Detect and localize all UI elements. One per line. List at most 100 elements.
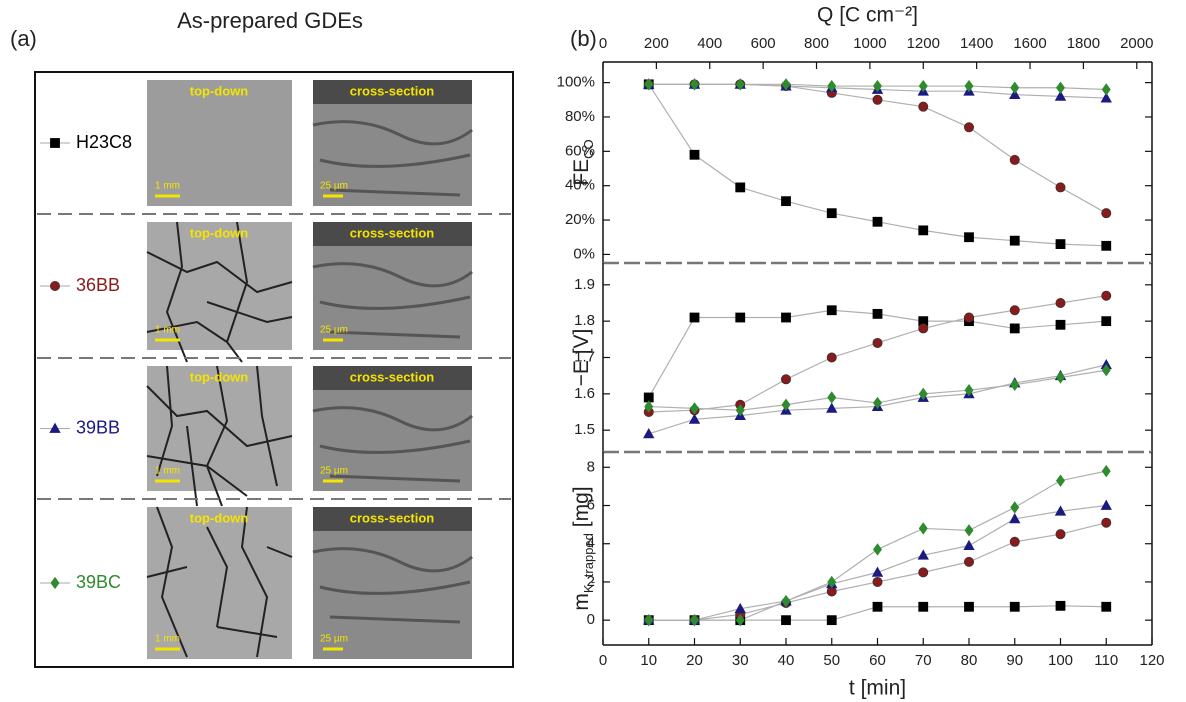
marker	[918, 601, 929, 612]
marker	[872, 308, 883, 319]
marker	[827, 575, 837, 589]
texture	[312, 406, 473, 483]
scale-label: 25 µm	[320, 466, 348, 477]
marker	[1100, 499, 1112, 510]
marker	[689, 312, 700, 323]
y-tick-label: 0%	[573, 245, 595, 262]
marker	[644, 78, 654, 91]
marker	[918, 79, 928, 93]
marker	[1009, 305, 1020, 316]
image-label: cross-section	[350, 369, 435, 384]
legend-marker	[50, 576, 60, 590]
image-label: top-down	[190, 510, 249, 525]
y-axis-label-suffix: [mg]	[570, 486, 593, 533]
marker	[1009, 536, 1020, 547]
marker	[1101, 517, 1112, 528]
marker	[1055, 529, 1066, 540]
top-down-image	[147, 80, 292, 206]
marker	[964, 122, 975, 133]
image-label: cross-section	[350, 83, 435, 98]
marker	[1056, 81, 1065, 94]
panel-title: As-prepared GDEs	[177, 8, 363, 33]
marker	[1009, 323, 1020, 334]
marker	[1009, 601, 1020, 612]
marker	[1056, 371, 1065, 384]
marker	[735, 312, 746, 323]
marker	[918, 567, 929, 578]
marker	[781, 615, 791, 626]
marker	[1009, 88, 1021, 100]
scale-label: 1 mm	[155, 634, 180, 645]
marker	[1055, 297, 1066, 308]
x-axis-label: t [min]	[849, 677, 906, 700]
scale-label: 1 mm	[155, 181, 180, 192]
marker	[1055, 319, 1066, 330]
marker	[918, 387, 928, 401]
x-tick-label: 10	[640, 652, 657, 669]
x2-tick-label: 1800	[1067, 35, 1100, 52]
marker	[1054, 505, 1067, 516]
y-tick-label: 20%	[565, 211, 595, 228]
cross-section-top	[313, 366, 472, 390]
cross-section-top	[313, 507, 472, 531]
y-tick-label: 1.9	[574, 276, 595, 293]
scale-label: 25 µm	[320, 634, 348, 645]
marker	[689, 149, 700, 160]
marker	[781, 78, 791, 91]
marker	[690, 402, 699, 415]
marker	[826, 305, 837, 316]
x2-tick-label: 1600	[1013, 35, 1046, 52]
marker	[964, 556, 975, 567]
image-label: top-down	[190, 83, 249, 98]
marker	[1055, 239, 1066, 250]
y-axis-label-main: −E [V]	[570, 329, 593, 387]
panel-label: (b)	[570, 26, 597, 51]
x-tick-label: 0	[599, 652, 607, 669]
panel-frame	[34, 71, 514, 668]
x-tick-label: 110	[1094, 652, 1118, 669]
x2-tick-label: 1200	[907, 35, 940, 52]
marker	[781, 594, 791, 608]
marker	[872, 337, 883, 348]
marker	[688, 413, 701, 424]
marker	[826, 586, 837, 597]
y-axis-label: mK, trapped [mg]	[570, 486, 596, 610]
scale-label: 25 µm	[320, 181, 348, 192]
marker	[735, 78, 745, 91]
x2-tick-label: 800	[804, 35, 829, 52]
marker	[1101, 240, 1112, 251]
marker	[735, 404, 745, 417]
marker	[1009, 513, 1021, 524]
texture	[312, 547, 473, 624]
marker	[1101, 83, 1111, 96]
marker	[918, 101, 929, 112]
marker	[781, 196, 791, 207]
marker	[1009, 154, 1020, 165]
image-label: top-down	[190, 225, 249, 240]
marker	[872, 576, 883, 587]
y-tick-label: 4	[587, 535, 595, 552]
cross-section-top	[313, 80, 472, 104]
marker	[781, 398, 791, 411]
top-down-image	[147, 507, 292, 659]
x2-tick-label: 1000	[853, 35, 886, 52]
marker	[871, 566, 884, 577]
legend-marker	[50, 138, 60, 148]
x-tick-label: 40	[778, 652, 795, 669]
marker	[1101, 601, 1112, 612]
marker	[1100, 92, 1112, 103]
x-tick-label: 50	[823, 652, 840, 669]
marker	[872, 216, 883, 227]
marker	[827, 391, 837, 404]
y-axis-label: FECO	[570, 139, 596, 185]
y-tick-label: 100%	[557, 74, 595, 91]
marker	[735, 613, 745, 627]
legend-marker	[50, 280, 61, 291]
marker	[918, 522, 928, 535]
marker	[872, 601, 883, 612]
legend-marker	[49, 422, 61, 433]
marker	[1010, 378, 1020, 391]
marker	[873, 396, 882, 410]
marker	[644, 400, 654, 413]
marker	[1055, 182, 1066, 193]
